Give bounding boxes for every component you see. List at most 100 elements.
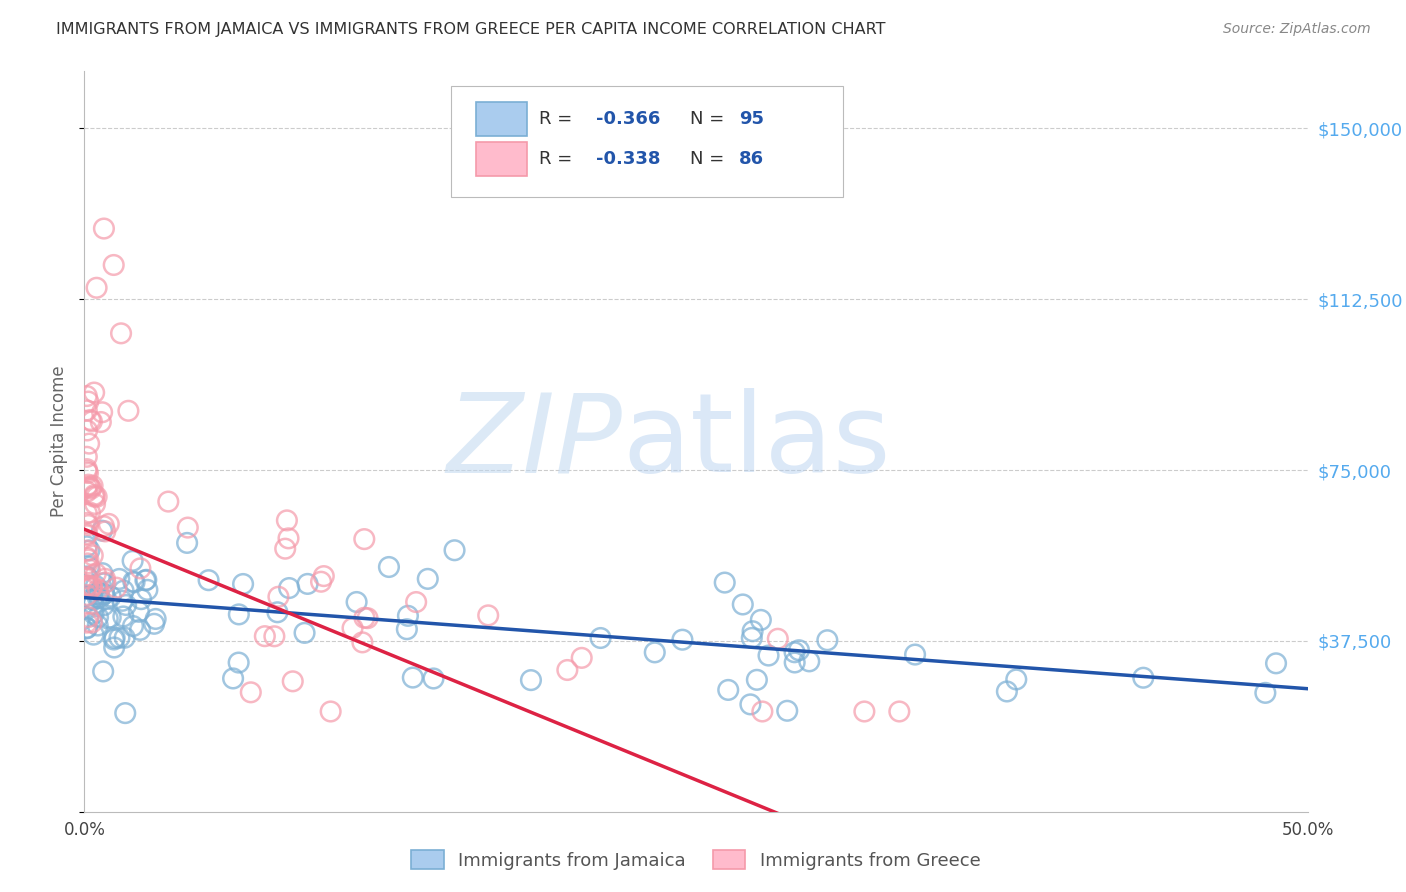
Y-axis label: Per Capita Income: Per Capita Income bbox=[51, 366, 69, 517]
Point bbox=[79, 413, 101, 427]
Point bbox=[77, 394, 100, 409]
Point bbox=[758, 648, 780, 663]
Point bbox=[731, 598, 754, 612]
Point bbox=[76, 539, 98, 553]
Point bbox=[90, 415, 112, 429]
Point bbox=[94, 572, 117, 586]
Point bbox=[84, 566, 107, 581]
Point bbox=[253, 629, 276, 643]
Point bbox=[100, 590, 122, 604]
Point bbox=[91, 665, 114, 679]
Point bbox=[76, 527, 98, 541]
Point bbox=[76, 403, 98, 417]
Point bbox=[571, 651, 593, 665]
Point bbox=[83, 488, 105, 502]
Point bbox=[312, 569, 335, 583]
Point bbox=[114, 706, 136, 720]
Point bbox=[134, 574, 156, 588]
Point bbox=[83, 607, 105, 621]
Point bbox=[82, 549, 104, 563]
Point bbox=[76, 571, 98, 585]
Point bbox=[232, 577, 254, 591]
Point bbox=[143, 616, 166, 631]
Point bbox=[93, 599, 115, 613]
Point bbox=[740, 698, 762, 712]
Point bbox=[177, 520, 200, 534]
Point bbox=[76, 507, 98, 521]
Point bbox=[76, 389, 98, 403]
Point bbox=[82, 591, 104, 606]
Point bbox=[77, 552, 100, 566]
Point bbox=[86, 281, 108, 295]
Point bbox=[112, 583, 135, 598]
Point bbox=[783, 656, 806, 670]
Point bbox=[110, 326, 132, 341]
Point bbox=[342, 621, 364, 635]
Point bbox=[783, 645, 806, 659]
Point bbox=[751, 705, 773, 719]
Point bbox=[76, 480, 98, 494]
Point bbox=[346, 595, 368, 609]
Point bbox=[89, 591, 111, 606]
Point bbox=[787, 643, 810, 657]
Point bbox=[93, 576, 115, 591]
Point bbox=[136, 582, 159, 597]
Point bbox=[294, 625, 316, 640]
Point bbox=[76, 543, 98, 558]
Point bbox=[145, 612, 167, 626]
Point bbox=[97, 611, 120, 625]
Point bbox=[103, 258, 125, 272]
Point bbox=[76, 462, 98, 476]
Point bbox=[799, 654, 821, 668]
Point bbox=[76, 450, 98, 464]
Point bbox=[105, 581, 128, 595]
Point bbox=[671, 632, 693, 647]
Point bbox=[112, 609, 135, 624]
Point bbox=[741, 624, 763, 639]
Text: 86: 86 bbox=[738, 150, 763, 168]
Point bbox=[80, 414, 103, 428]
Point bbox=[352, 635, 374, 649]
Point bbox=[76, 570, 98, 584]
Point bbox=[157, 494, 180, 508]
Point bbox=[83, 597, 105, 611]
Point bbox=[889, 705, 911, 719]
Point bbox=[122, 619, 145, 633]
Point bbox=[97, 516, 120, 531]
Point bbox=[477, 608, 499, 623]
Point bbox=[76, 550, 98, 565]
Point bbox=[84, 497, 107, 511]
Point bbox=[117, 404, 139, 418]
Point bbox=[76, 484, 98, 499]
Point bbox=[378, 560, 401, 574]
Point bbox=[266, 605, 288, 619]
Point bbox=[108, 572, 131, 586]
Point bbox=[1254, 686, 1277, 700]
Text: ZIP: ZIP bbox=[447, 388, 623, 495]
Point bbox=[776, 704, 799, 718]
Point bbox=[557, 663, 579, 677]
Point bbox=[77, 466, 100, 480]
Point bbox=[76, 569, 98, 583]
Point bbox=[93, 587, 115, 601]
Text: -0.338: -0.338 bbox=[596, 150, 661, 168]
Point bbox=[82, 479, 104, 493]
FancyBboxPatch shape bbox=[475, 102, 527, 136]
Point bbox=[277, 532, 299, 546]
Point bbox=[904, 648, 927, 662]
Point bbox=[91, 566, 114, 581]
Point bbox=[197, 573, 219, 587]
Point bbox=[422, 672, 444, 686]
Point bbox=[83, 627, 105, 641]
Point bbox=[104, 631, 127, 645]
Point bbox=[121, 554, 143, 568]
Point bbox=[100, 610, 122, 624]
Point bbox=[93, 519, 115, 533]
Point bbox=[108, 631, 131, 645]
Point bbox=[77, 477, 100, 491]
Text: 95: 95 bbox=[738, 110, 763, 128]
Point bbox=[93, 221, 115, 235]
Point bbox=[94, 524, 117, 539]
Text: R =: R = bbox=[540, 110, 578, 128]
Point bbox=[91, 524, 114, 538]
